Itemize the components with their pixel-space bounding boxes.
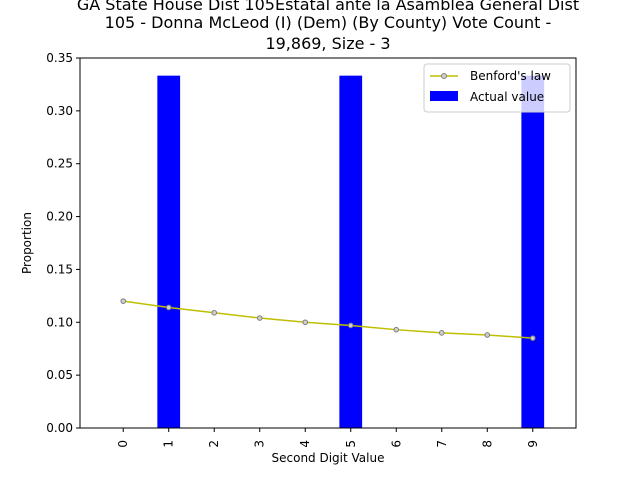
benford-point-0 (120, 298, 127, 304)
benford-line (123, 300, 533, 339)
benford-point-7 (438, 330, 445, 336)
y-tick-label: 0.20 (46, 210, 73, 224)
y-tick-label: 0.15 (46, 262, 73, 276)
y-tick-label: 0.25 (46, 157, 73, 171)
bar-digit-1 (157, 75, 181, 428)
x-tick-label: 2 (207, 440, 221, 448)
legend-box (423, 63, 571, 113)
x-tick-label: 8 (480, 440, 494, 448)
x-tick-label: 6 (389, 440, 403, 448)
benford-point-8 (484, 332, 491, 338)
chart-title-line-2: 105 - Donna McLeod (I) (Dem) (By County)… (105, 13, 552, 32)
x-tick-label: 7 (435, 440, 449, 448)
bar-digit-9 (521, 75, 545, 428)
benford-point-5 (347, 322, 354, 329)
bar-digit-5 (339, 75, 363, 428)
benford-point-2 (211, 309, 218, 316)
legend-label-benford: Benford's law (470, 69, 551, 83)
x-tick-label: 0 (116, 440, 130, 448)
chart-title: GA State House Dist 105Estatal ante la A… (77, 0, 579, 53)
y-axis-ticks: 0.00 0.05 0.10 0.15 0.20 0.25 0.30 0.35 (46, 51, 80, 435)
legend-label-actual: Actual value (470, 90, 544, 104)
benford-point-6 (393, 326, 400, 333)
chart-title-line-3: 19,869, Size - 3 (265, 34, 390, 53)
x-tick-label: 4 (298, 440, 312, 448)
benford-point-4 (302, 319, 309, 326)
benford-point-3 (256, 315, 263, 321)
x-tick-label: 9 (526, 440, 540, 448)
y-tick-label: 0.05 (46, 368, 73, 382)
x-tick-label: 3 (253, 440, 267, 448)
y-axis-label: Proportion (20, 212, 34, 274)
bar-series (157, 75, 545, 428)
x-axis-ticks: 0 1 2 3 4 5 6 7 8 9 (116, 428, 540, 448)
x-axis-label: Second Digit Value (272, 451, 385, 465)
plot-frame (79, 57, 577, 429)
x-tick-label: 1 (162, 440, 176, 448)
benford-line-series (120, 298, 536, 341)
legend-marker-swatch (441, 73, 447, 79)
legend: Benford's law Actual value (423, 63, 571, 113)
legend-bar-swatch (430, 91, 458, 101)
chart-title-line-1: GA State House Dist 105Estatal ante la A… (77, 0, 579, 14)
y-tick-label: 0.10 (46, 315, 73, 329)
x-tick-label: 5 (344, 440, 358, 448)
benford-point-9 (529, 335, 536, 341)
y-tick-label: 0.35 (46, 51, 73, 65)
y-tick-label: 0.30 (46, 104, 73, 118)
y-tick-label: 0.00 (46, 421, 73, 435)
benford-point-1 (165, 304, 172, 311)
